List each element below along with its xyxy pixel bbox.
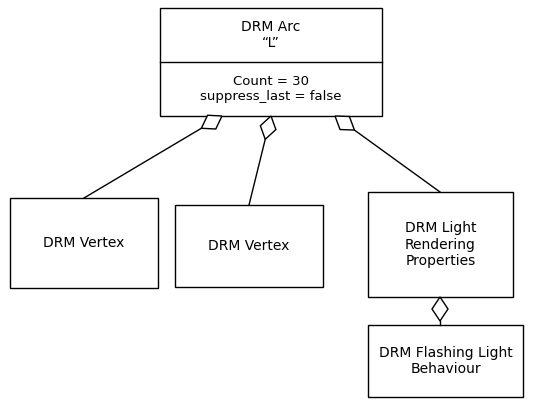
Text: DRM Vertex: DRM Vertex [43,236,124,250]
Polygon shape [432,297,448,321]
Text: DRM Vertex: DRM Vertex [208,239,289,253]
Text: DRM Light
Rendering
Properties: DRM Light Rendering Properties [405,221,476,268]
Text: DRM Arc
“L”: DRM Arc “L” [241,20,301,50]
FancyBboxPatch shape [368,325,523,397]
Polygon shape [335,116,354,130]
Text: DRM Flashing Light
Behaviour: DRM Flashing Light Behaviour [379,346,512,376]
FancyBboxPatch shape [368,192,513,297]
FancyBboxPatch shape [160,8,382,116]
FancyBboxPatch shape [175,205,323,287]
FancyBboxPatch shape [10,198,158,288]
Text: Count = 30
suppress_last = false: Count = 30 suppress_last = false [200,75,342,103]
Polygon shape [201,115,222,129]
Polygon shape [260,116,276,139]
